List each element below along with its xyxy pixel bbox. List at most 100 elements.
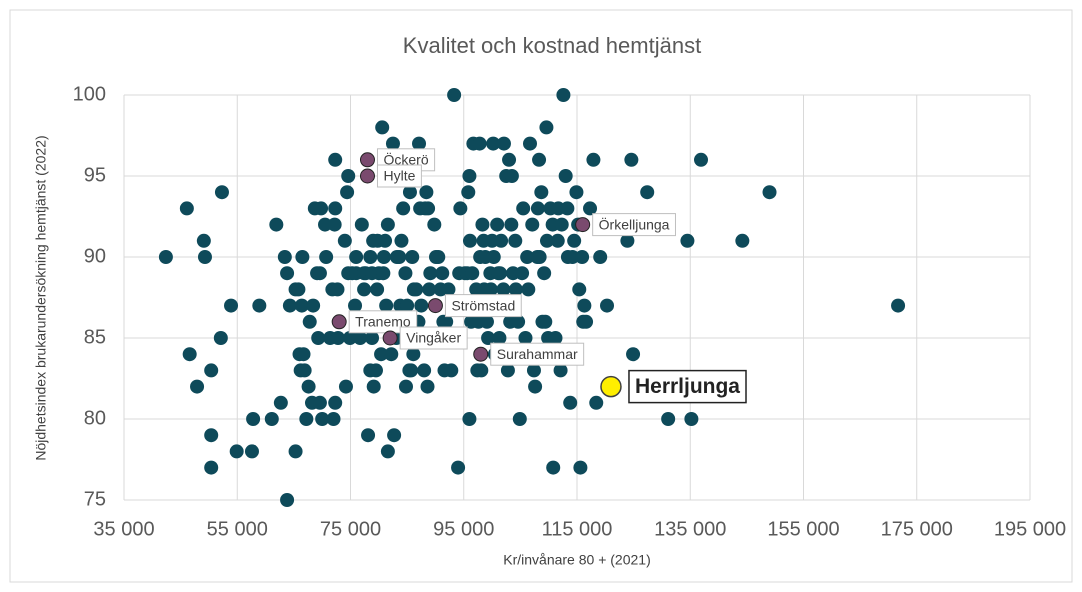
point	[502, 152, 517, 167]
point	[577, 298, 592, 313]
point	[420, 379, 435, 394]
point	[229, 444, 244, 459]
point	[353, 331, 368, 345]
point	[376, 250, 391, 264]
point	[423, 266, 438, 281]
point	[626, 347, 641, 362]
point	[277, 250, 292, 264]
point	[269, 217, 284, 232]
point	[521, 282, 536, 297]
point	[620, 233, 635, 248]
point	[326, 412, 341, 426]
point	[264, 412, 279, 426]
point	[490, 217, 505, 232]
point	[575, 250, 590, 264]
point	[328, 152, 343, 167]
x-axis-label: Kr/invånare 80 + (2021)	[503, 552, 650, 568]
point	[312, 395, 327, 410]
point	[341, 169, 356, 183]
x-tick-label: 75 000	[320, 518, 381, 540]
point	[348, 298, 363, 313]
point	[573, 460, 588, 475]
point	[530, 201, 545, 216]
point	[295, 250, 310, 264]
point	[384, 347, 399, 362]
highlight-label: Hylte	[376, 164, 422, 188]
highlight-point	[575, 217, 591, 233]
point	[374, 347, 389, 362]
point	[204, 460, 219, 475]
point	[684, 412, 699, 426]
point	[518, 331, 533, 345]
chart-title: Kvalitet och kostnad hemtjänst	[403, 33, 701, 58]
point	[465, 266, 480, 281]
point	[496, 136, 511, 151]
highlight-point	[600, 375, 622, 398]
point	[338, 379, 353, 394]
point	[583, 201, 598, 216]
highlight-label: Vingåker	[399, 326, 468, 350]
point	[196, 233, 211, 248]
point	[417, 363, 432, 378]
point	[357, 282, 372, 297]
point	[400, 298, 415, 313]
point	[512, 412, 527, 426]
highlight-label: Surahammar	[490, 342, 585, 366]
y-axis-label: Nöjdhetsindex brukarundersökning hemtjän…	[33, 135, 49, 460]
label-text: Örkelljunga	[599, 215, 670, 232]
point	[563, 395, 578, 410]
point	[486, 136, 501, 151]
point	[409, 282, 424, 297]
point	[311, 331, 326, 345]
point	[475, 217, 490, 232]
point	[435, 266, 450, 281]
point	[548, 331, 563, 345]
point	[392, 250, 407, 264]
point	[462, 412, 477, 426]
x-tick-label: 175 000	[881, 518, 953, 540]
chart-frame	[9, 9, 1073, 583]
point	[361, 428, 376, 443]
x-tick-label: 95 000	[433, 518, 494, 540]
point	[291, 282, 306, 297]
point	[337, 233, 352, 248]
point	[365, 331, 380, 345]
point	[569, 185, 584, 200]
point	[370, 282, 385, 297]
label-text: Öckerö	[383, 151, 428, 168]
point	[412, 136, 427, 151]
label-text: Tranemo	[355, 314, 411, 330]
point	[414, 298, 429, 313]
point	[349, 250, 364, 264]
point	[402, 185, 417, 200]
point	[472, 136, 487, 151]
label-text: Surahammar	[497, 346, 578, 362]
point	[378, 233, 393, 248]
point	[328, 201, 343, 216]
point	[553, 363, 568, 378]
point	[380, 217, 395, 232]
highlight-point	[473, 346, 489, 362]
point	[213, 331, 228, 345]
point	[523, 136, 538, 151]
point	[318, 217, 333, 232]
point	[534, 185, 549, 200]
point	[593, 250, 608, 264]
x-tick-label: 55 000	[207, 518, 268, 540]
point	[492, 266, 507, 281]
point	[419, 185, 434, 200]
label-box	[444, 294, 522, 318]
point	[380, 444, 395, 459]
point	[375, 120, 390, 135]
point	[508, 233, 523, 248]
point	[441, 282, 456, 297]
point	[368, 363, 383, 378]
point	[492, 331, 507, 345]
point	[197, 250, 212, 264]
point	[624, 152, 639, 167]
point	[379, 298, 394, 313]
point	[314, 201, 329, 216]
point	[532, 152, 547, 167]
y-tick-label: 85	[84, 326, 106, 348]
highlight-label: Strömstad	[444, 294, 522, 318]
